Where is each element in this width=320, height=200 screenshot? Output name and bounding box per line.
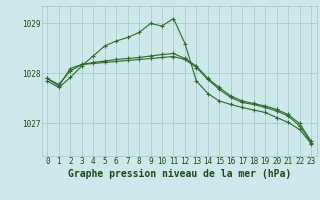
X-axis label: Graphe pression niveau de la mer (hPa): Graphe pression niveau de la mer (hPa) (68, 169, 291, 179)
